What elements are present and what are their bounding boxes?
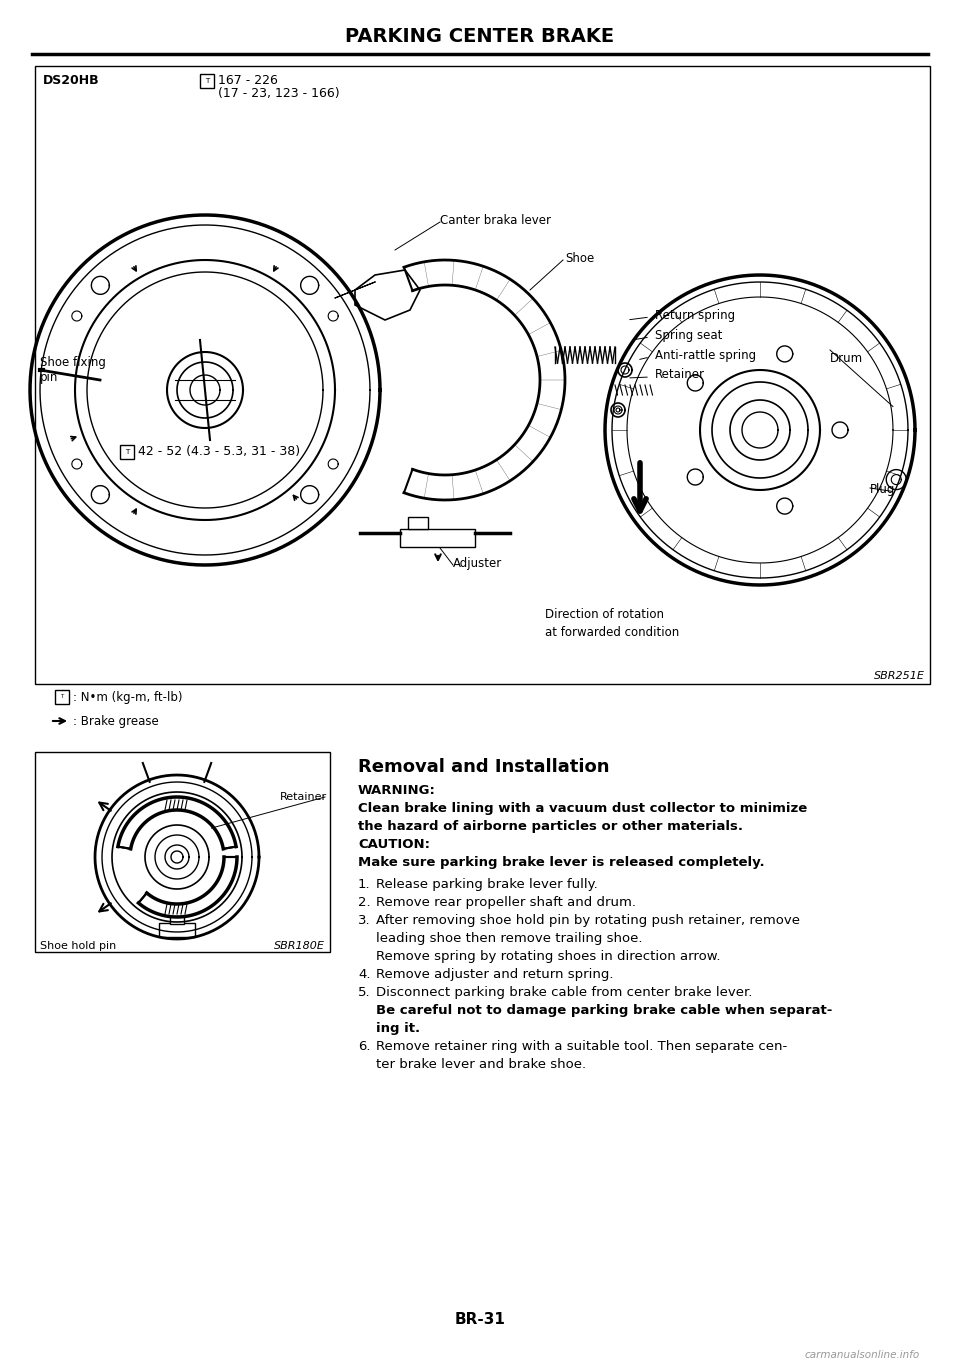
Text: Canter braka lever: Canter braka lever	[440, 213, 551, 227]
Text: Anti-rattle spring: Anti-rattle spring	[655, 349, 756, 361]
Text: Shoe hold pin: Shoe hold pin	[40, 941, 116, 951]
Text: Remove rear propeller shaft and drum.: Remove rear propeller shaft and drum.	[376, 896, 636, 909]
Text: Remove spring by rotating shoes in direction arrow.: Remove spring by rotating shoes in direc…	[376, 951, 721, 963]
Text: 4.: 4.	[358, 968, 371, 980]
Bar	[408, 517, 428, 530]
Text: (17 - 23, 123 - 166): (17 - 23, 123 - 166)	[218, 87, 340, 100]
Text: Direction of rotation: Direction of rotation	[545, 608, 664, 622]
Text: Release parking brake lever fully.: Release parking brake lever fully.	[376, 879, 598, 891]
Text: 3.: 3.	[358, 914, 371, 928]
Text: Drum: Drum	[830, 352, 863, 364]
Text: the hazard of airborne particles or other materials.: the hazard of airborne particles or othe…	[358, 820, 743, 832]
Text: 2.: 2.	[358, 896, 371, 909]
Text: Make sure parking brake lever is released completely.: Make sure parking brake lever is release…	[358, 856, 764, 869]
Bar	[35, 67, 930, 684]
Text: CAUTION:: CAUTION:	[358, 838, 430, 851]
FancyBboxPatch shape	[55, 690, 69, 703]
Text: SBR180E: SBR180E	[275, 941, 325, 951]
Text: Return spring: Return spring	[655, 308, 735, 322]
Text: T: T	[125, 449, 130, 455]
Text: PARKING CENTER BRAKE: PARKING CENTER BRAKE	[346, 27, 614, 46]
Bar	[159, 923, 195, 937]
Text: : Brake grease: : Brake grease	[73, 714, 158, 728]
Text: ter brake lever and brake shoe.: ter brake lever and brake shoe.	[376, 1058, 587, 1071]
Text: Remove retainer ring with a suitable tool. Then separate cen-: Remove retainer ring with a suitable too…	[376, 1040, 787, 1052]
Text: Plug: Plug	[870, 483, 896, 497]
FancyBboxPatch shape	[120, 445, 134, 459]
Bar	[35, 752, 330, 952]
Text: Retainer: Retainer	[655, 368, 705, 382]
Text: at forwarded condition: at forwarded condition	[545, 626, 680, 640]
Text: ing it.: ing it.	[376, 1023, 420, 1035]
Text: SBR251E: SBR251E	[875, 671, 925, 680]
Text: WARNING:: WARNING:	[358, 784, 436, 797]
Bar	[170, 917, 184, 923]
Text: Be careful not to damage parking brake cable when separat-: Be careful not to damage parking brake c…	[376, 1004, 832, 1017]
Text: carmanualsonline.info: carmanualsonline.info	[804, 1350, 920, 1358]
FancyBboxPatch shape	[200, 73, 214, 88]
Text: T: T	[60, 694, 63, 699]
Bar	[400, 530, 475, 547]
Text: Shoe: Shoe	[565, 251, 594, 265]
Text: Removal and Installation: Removal and Installation	[358, 758, 610, 775]
Text: Retainer: Retainer	[280, 792, 327, 803]
Text: leading shoe then remove trailing shoe.: leading shoe then remove trailing shoe.	[376, 932, 642, 945]
Text: DS20HB: DS20HB	[43, 73, 100, 87]
Text: Shoe fixing
pin: Shoe fixing pin	[40, 356, 106, 384]
Text: Remove adjuster and return spring.: Remove adjuster and return spring.	[376, 968, 613, 980]
Text: Adjuster: Adjuster	[453, 557, 502, 569]
Text: Disconnect parking brake cable from center brake lever.: Disconnect parking brake cable from cent…	[376, 986, 753, 999]
Text: BR-31: BR-31	[455, 1312, 505, 1328]
Text: 167 - 226: 167 - 226	[218, 73, 277, 87]
Text: 42 - 52 (4.3 - 5.3, 31 - 38): 42 - 52 (4.3 - 5.3, 31 - 38)	[138, 445, 300, 459]
Text: Clean brake lining with a vacuum dust collector to minimize: Clean brake lining with a vacuum dust co…	[358, 803, 807, 815]
Text: 5.: 5.	[358, 986, 371, 999]
Text: T: T	[204, 77, 209, 84]
Text: 6.: 6.	[358, 1040, 371, 1052]
Text: : N•m (kg-m, ft-lb): : N•m (kg-m, ft-lb)	[73, 690, 182, 703]
Text: After removing shoe hold pin by rotating push retainer, remove: After removing shoe hold pin by rotating…	[376, 914, 800, 928]
Text: Spring seat: Spring seat	[655, 329, 722, 341]
Text: 1.: 1.	[358, 879, 371, 891]
